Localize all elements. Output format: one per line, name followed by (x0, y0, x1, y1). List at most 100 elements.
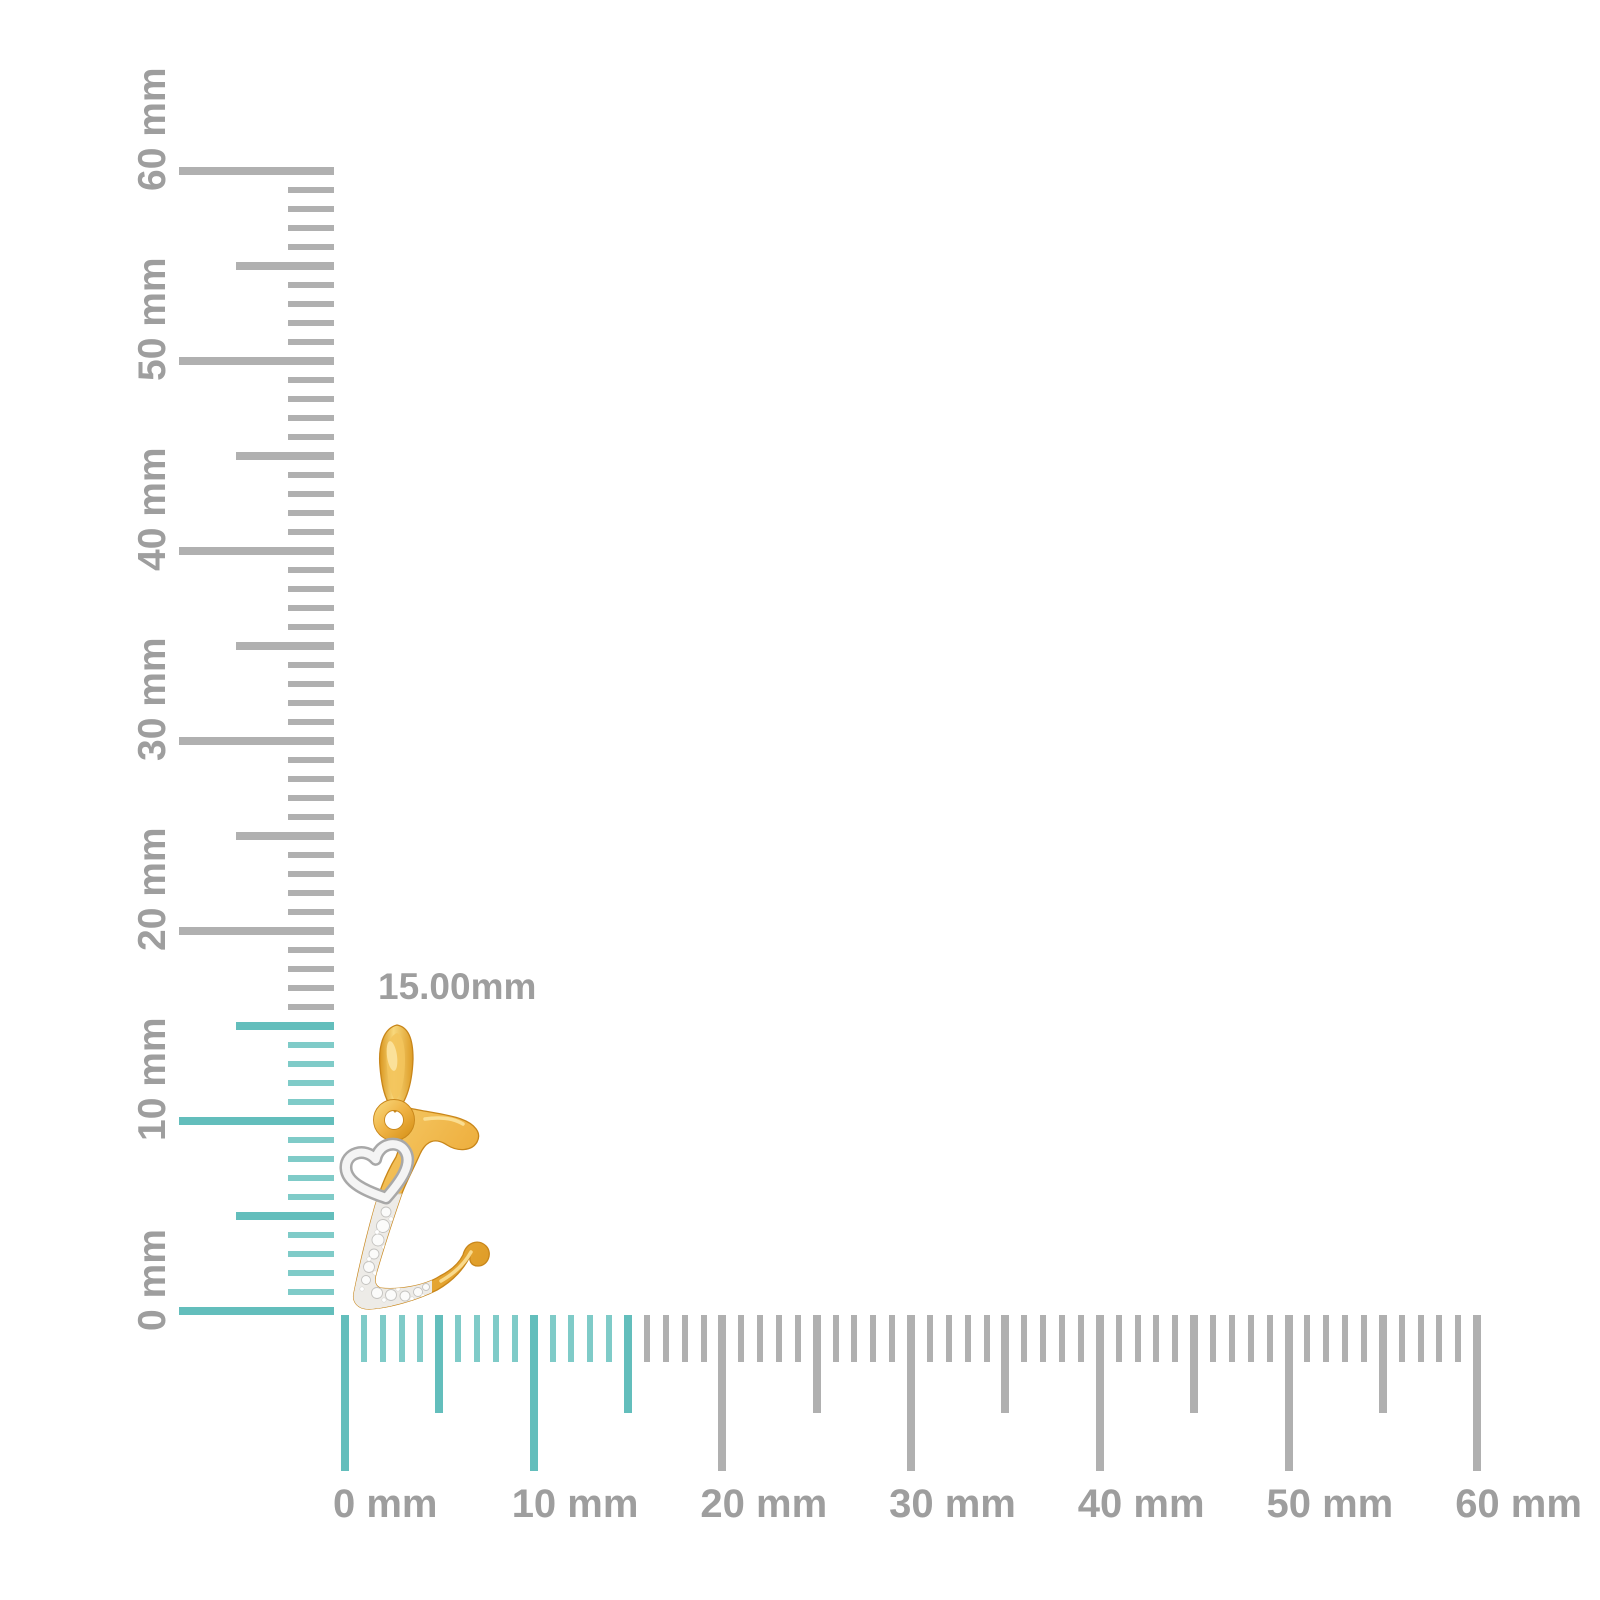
h-ruler-tick-53mm (1342, 1315, 1349, 1362)
pendant-gold-highlight (423, 1116, 473, 1283)
v-ruler-tick-45mm (236, 452, 334, 460)
v-ruler-tick-52mm (288, 320, 334, 326)
h-ruler-tick-31mm (926, 1315, 933, 1362)
v-ruler-tick-5mm (236, 1212, 334, 1220)
v-ruler-tick-0mm (179, 1307, 334, 1315)
h-ruler-tick-42mm (1134, 1315, 1141, 1362)
h-ruler-label-30mm: 30 mm (889, 1482, 1016, 1526)
h-ruler-tick-43mm (1153, 1315, 1160, 1362)
v-ruler-tick-38mm (288, 586, 334, 592)
v-ruler-tick-30mm (179, 737, 334, 745)
v-ruler-label-0mm: 0 mm (131, 1229, 174, 1331)
v-ruler-label-40mm: 40 mm (131, 447, 174, 571)
v-ruler-label-50mm: 50 mm (131, 257, 174, 381)
h-ruler-tick-57mm (1417, 1315, 1424, 1362)
v-ruler-tick-42mm (288, 510, 334, 516)
h-ruler-tick-34mm (983, 1315, 990, 1362)
h-ruler-tick-11mm (549, 1315, 556, 1362)
h-ruler-label-0mm: 0 mm (333, 1482, 438, 1526)
h-ruler-tick-33mm (964, 1315, 971, 1362)
h-ruler-tick-46mm (1210, 1315, 1217, 1362)
v-ruler-tick-34mm (288, 662, 334, 668)
v-ruler-tick-7mm (288, 1175, 334, 1181)
h-ruler-tick-51mm (1304, 1315, 1311, 1362)
h-ruler-tick-40mm (1095, 1315, 1104, 1471)
pendant-diamond-pave (353, 1193, 432, 1309)
v-ruler-tick-35mm (236, 642, 334, 650)
h-ruler-tick-4mm (417, 1315, 424, 1362)
v-ruler-tick-23mm (288, 871, 334, 877)
h-ruler-tick-39mm (1077, 1315, 1084, 1362)
v-ruler-tick-2mm (288, 1270, 334, 1276)
v-ruler-tick-8mm (288, 1156, 334, 1162)
h-ruler-tick-50mm (1284, 1315, 1293, 1471)
h-ruler-tick-44mm (1172, 1315, 1179, 1362)
v-ruler-tick-16mm (288, 1004, 334, 1010)
h-ruler-tick-23mm (776, 1315, 782, 1362)
v-ruler-tick-37mm (288, 605, 334, 611)
h-ruler-tick-48mm (1247, 1315, 1254, 1362)
v-ruler-tick-50mm (179, 357, 334, 365)
h-ruler-label-10mm: 10 mm (511, 1482, 639, 1526)
v-ruler-tick-31mm (288, 719, 334, 725)
h-ruler-tick-6mm (455, 1315, 462, 1362)
v-ruler-tick-41mm (288, 529, 334, 535)
h-ruler-tick-15mm (624, 1315, 633, 1413)
v-ruler-tick-54mm (288, 282, 334, 288)
v-ruler-tick-15mm (236, 1022, 334, 1030)
v-ruler-tick-53mm (288, 301, 334, 307)
h-ruler-tick-30mm (907, 1315, 916, 1471)
h-ruler-tick-3mm (398, 1315, 405, 1362)
h-ruler-tick-35mm (1001, 1315, 1010, 1413)
h-ruler-tick-20mm (718, 1315, 727, 1471)
v-ruler-tick-56mm (288, 244, 334, 250)
v-ruler-tick-12mm (288, 1080, 334, 1086)
v-ruler-tick-3mm (288, 1251, 334, 1257)
v-ruler-tick-11mm (288, 1099, 334, 1105)
h-ruler-tick-27mm (851, 1315, 858, 1362)
h-ruler-tick-21mm (738, 1315, 745, 1362)
v-ruler-label-10mm: 10 mm (131, 1017, 174, 1141)
h-ruler-tick-22mm (757, 1315, 764, 1362)
v-ruler-tick-44mm (288, 472, 334, 478)
v-ruler-tick-1mm (288, 1289, 334, 1295)
h-ruler-tick-5mm (435, 1315, 444, 1413)
h-ruler-tick-38mm (1059, 1315, 1066, 1362)
h-ruler-tick-10mm (529, 1315, 538, 1471)
h-ruler-tick-58mm (1436, 1315, 1443, 1362)
h-ruler-tick-59mm (1455, 1315, 1462, 1362)
h-ruler-tick-36mm (1021, 1315, 1028, 1362)
v-ruler-tick-17mm (288, 985, 334, 991)
h-ruler-tick-2mm (379, 1315, 386, 1362)
v-ruler-tick-29mm (288, 757, 334, 763)
h-ruler-tick-56mm (1398, 1315, 1405, 1362)
h-ruler-tick-52mm (1323, 1315, 1330, 1362)
v-ruler-label-20mm: 20 mm (131, 827, 174, 951)
v-ruler-tick-6mm (288, 1194, 334, 1200)
v-ruler-tick-47mm (288, 415, 334, 421)
v-ruler-tick-22mm (288, 890, 334, 896)
h-ruler-tick-49mm (1266, 1315, 1273, 1362)
v-ruler-label-30mm: 30 mm (131, 637, 174, 761)
v-ruler-tick-49mm (288, 377, 334, 383)
h-ruler-tick-55mm (1378, 1315, 1387, 1413)
v-ruler-tick-43mm (288, 491, 334, 497)
v-ruler-tick-60mm (179, 167, 334, 175)
v-ruler-tick-51mm (288, 339, 334, 345)
h-ruler-tick-37mm (1040, 1315, 1047, 1362)
v-ruler-tick-24mm (288, 852, 334, 858)
h-ruler-tick-7mm (474, 1315, 481, 1362)
h-ruler-label-60mm: 60 mm (1455, 1482, 1582, 1526)
v-ruler-tick-36mm (288, 624, 334, 630)
h-ruler-tick-29mm (889, 1315, 896, 1362)
h-ruler-label-50mm: 50 mm (1266, 1482, 1394, 1526)
h-ruler-tick-8mm (492, 1315, 499, 1362)
v-ruler-tick-33mm (288, 681, 334, 687)
v-ruler-tick-28mm (288, 776, 334, 782)
v-ruler-tick-10mm (179, 1117, 334, 1125)
v-ruler-label-60mm: 60 mm (131, 67, 174, 191)
v-ruler-tick-27mm (288, 795, 334, 801)
h-ruler-tick-18mm (681, 1315, 688, 1362)
pendant-heart-outline (339, 1137, 415, 1205)
